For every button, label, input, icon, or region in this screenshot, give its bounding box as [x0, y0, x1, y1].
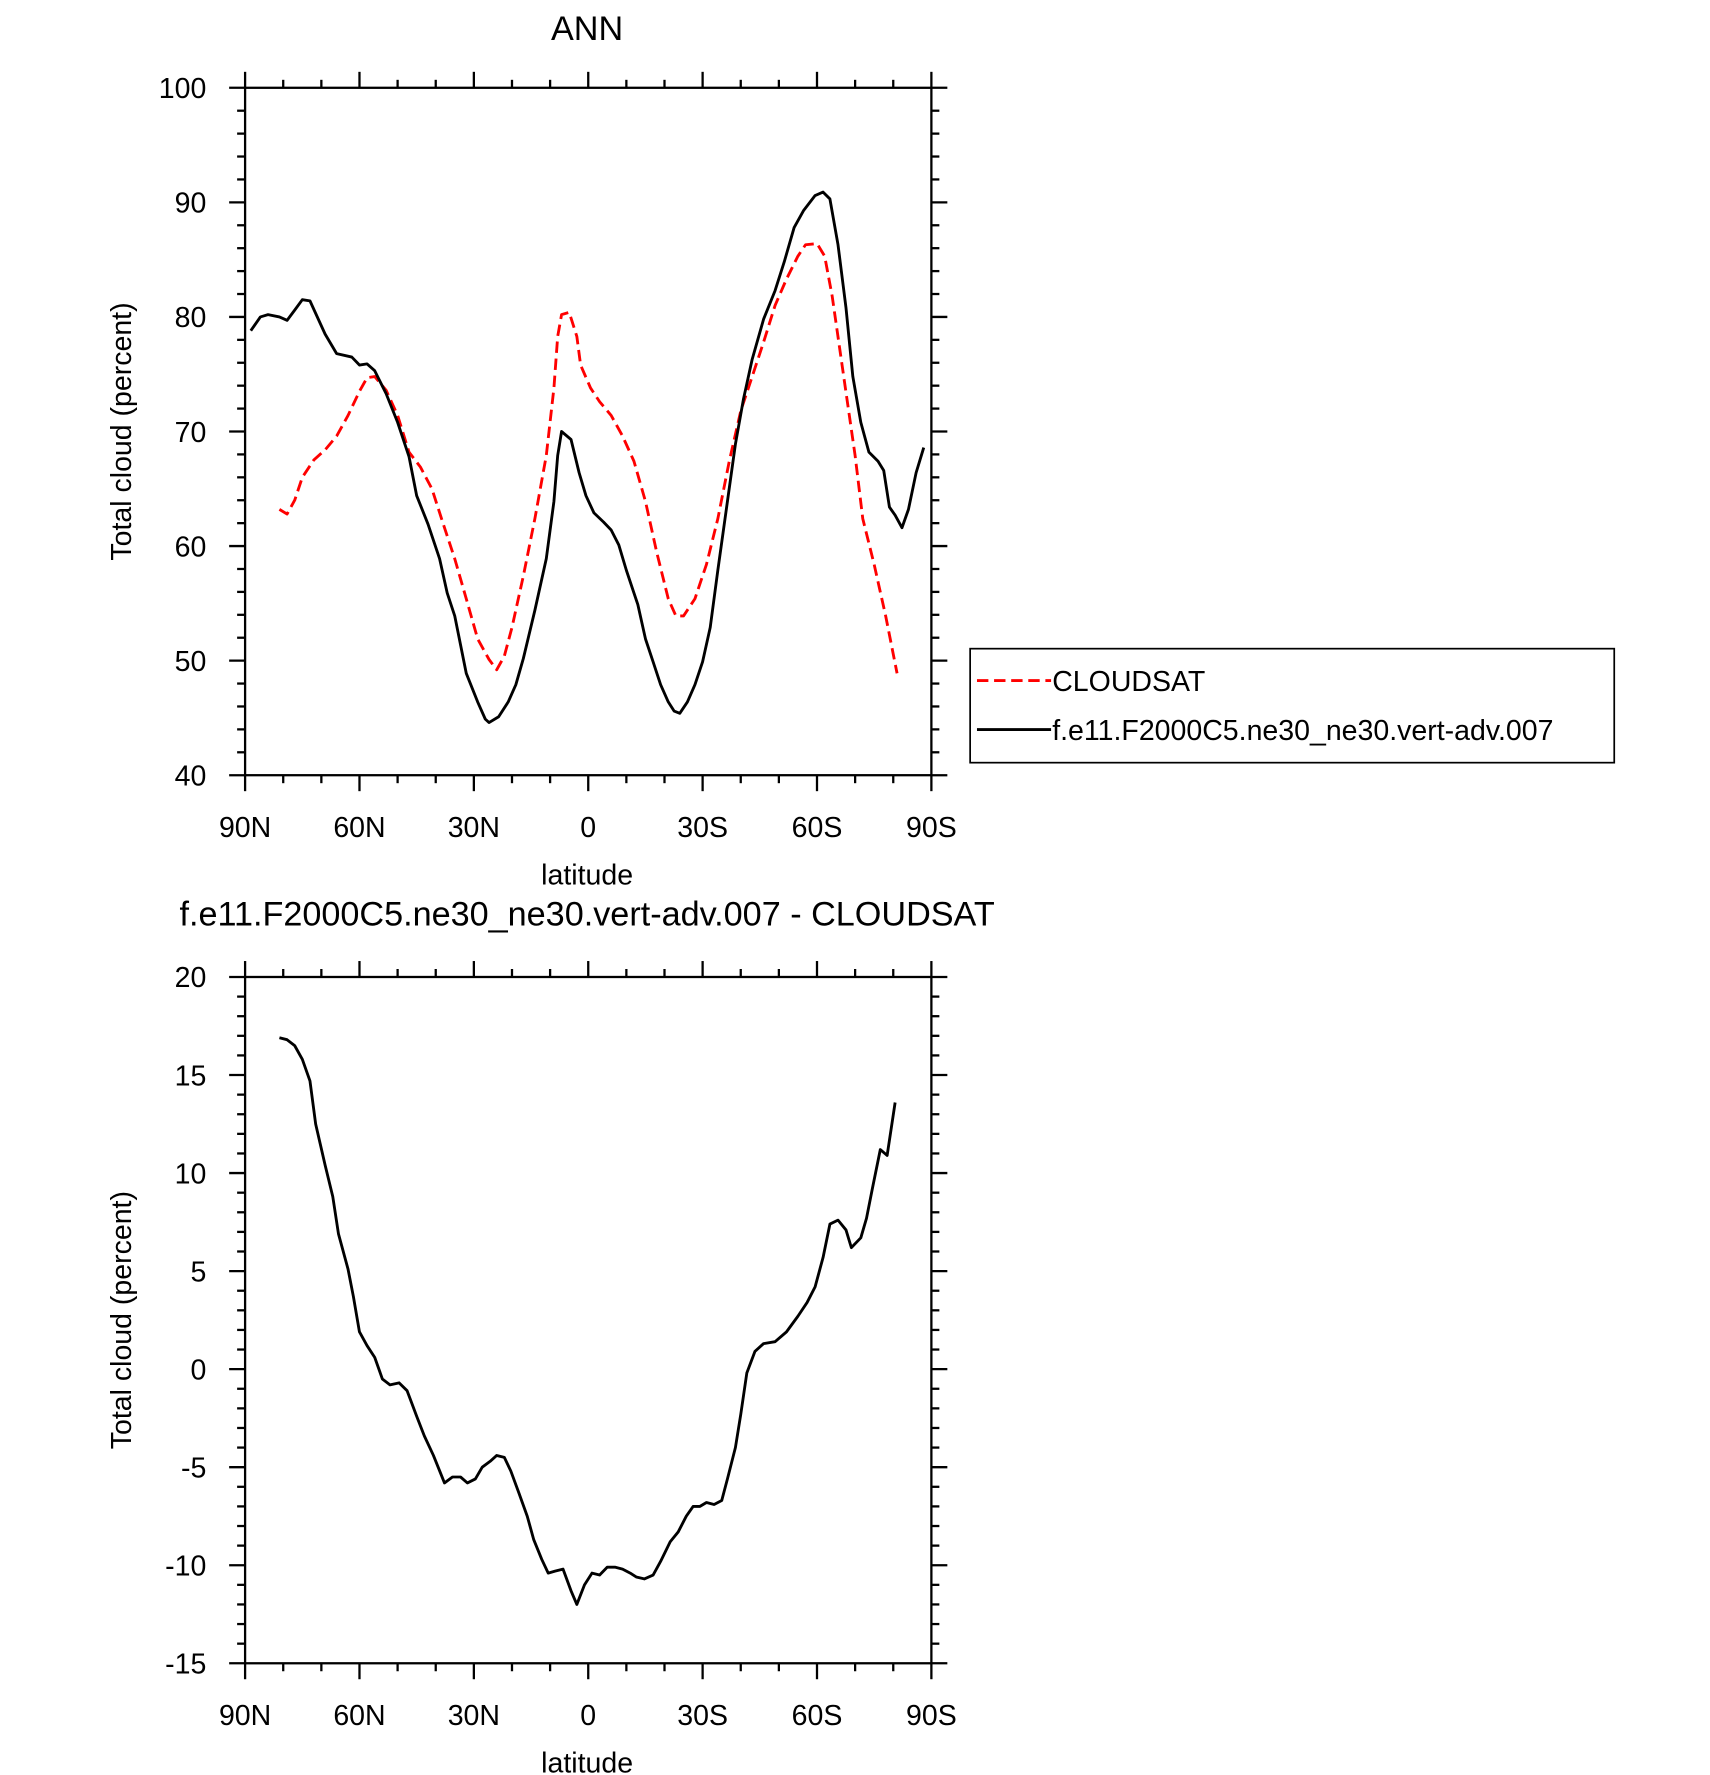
x-tick-label: 30N [448, 1700, 500, 1732]
y-tick-label: 0 [190, 1354, 206, 1386]
y-tick-label: 10 [175, 1158, 207, 1190]
series-line-0 [279, 1036, 897, 1606]
series-line-1 [249, 190, 926, 724]
y-tick-label: 40 [175, 760, 207, 792]
y-tick-label: 15 [175, 1060, 207, 1092]
x-tick-label: 30N [448, 812, 500, 844]
y-tick-label: 70 [175, 417, 207, 449]
y-axis-label: Total cloud (percent) [106, 302, 138, 560]
x-axis-label: latitude [541, 1748, 633, 1775]
x-tick-label: 60N [333, 812, 385, 844]
x-tick-label: 60N [333, 1700, 385, 1732]
y-tick-label: 20 [175, 962, 207, 994]
x-tick-label: 90S [906, 1700, 957, 1732]
plot-annual-total-cloud: ANN 90N 60N 30N 0 30S 60S 90S 40 50 60 70 80 90 100 lat… [106, 10, 957, 892]
y-tick-label: -15 [165, 1649, 206, 1681]
x-axis-label: latitude [541, 860, 633, 892]
x-tick-label: 0 [580, 1700, 596, 1732]
series-line-0 [278, 242, 899, 674]
plot-frame [243, 975, 933, 1665]
x-tick-label: 90N [219, 812, 271, 844]
plot-frame [243, 86, 933, 777]
x-tick-label: 90N [219, 1700, 271, 1732]
chart-title: ANN [551, 10, 623, 48]
y-tick-label: 80 [175, 302, 207, 334]
x-tick-label: 30S [677, 1700, 728, 1732]
legend-box [969, 647, 1616, 764]
y-tick-label: -10 [165, 1550, 206, 1582]
x-tick-label: 60S [792, 1700, 843, 1732]
y-tick-label: 50 [175, 646, 207, 678]
legend-label-cloudsat: CLOUDSAT [1052, 666, 1205, 698]
y-tick-label: 100 [159, 73, 207, 105]
plot-difference: f.e11.F2000C5.ne30_ne30.vert-adv.007 - C… [106, 896, 995, 1775]
chart-title: f.e11.F2000C5.ne30_ne30.vert-adv.007 - C… [179, 896, 994, 934]
legend: CLOUDSAT f.e11.F2000C5.ne30_ne30.vert-ad… [969, 647, 1616, 764]
y-axis-label: Total cloud (percent) [106, 1191, 138, 1449]
legend-label-model: f.e11.F2000C5.ne30_ne30.vert-adv.007 [1052, 715, 1553, 747]
y-tick-label: -5 [181, 1452, 206, 1484]
y-tick-label: 5 [190, 1256, 206, 1288]
y-tick-label: 60 [175, 531, 207, 563]
x-tick-label: 30S [677, 812, 728, 844]
y-tick-label: 90 [175, 188, 207, 220]
x-tick-label: 0 [580, 812, 596, 844]
x-tick-label: 60S [792, 812, 843, 844]
x-tick-label: 90S [906, 812, 957, 844]
